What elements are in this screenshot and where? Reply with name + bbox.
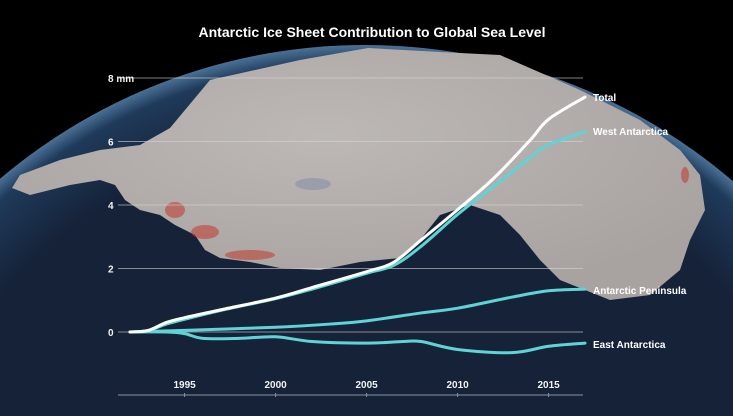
y-tick-label: 6 [108,138,114,149]
y-tick-label: 2 [108,265,114,276]
series-line-west-antarctica [128,130,587,334]
lake-vostok [295,178,331,190]
series-label-antarctic-peninsula: Antarctic Peninsula [593,286,687,297]
x-tick-label: 2015 [537,380,560,391]
x-tick-label: 2010 [446,380,469,391]
y-tick-label: 0 [108,328,114,339]
series-line-total [128,95,587,334]
y-tick-label: 4 [108,201,114,212]
series-label-total: Total [593,93,616,104]
x-tick-label: 1995 [173,380,196,391]
x-tick-label: 2000 [264,380,287,391]
series-label-west-antarctica: West Antarctica [593,127,668,138]
y-tick-label: 8 mm [108,74,134,85]
series-line-antarctic-peninsula [128,287,587,334]
chart-title: Antarctic Ice Sheet Contribution to Glob… [199,24,546,40]
x-tick-label: 2005 [355,380,378,391]
series-line-east-antarctica [128,330,587,355]
ice-loss-patches [165,167,689,260]
series-label-east-antarctica: East Antarctica [593,340,666,351]
antarctica-map [12,48,705,300]
